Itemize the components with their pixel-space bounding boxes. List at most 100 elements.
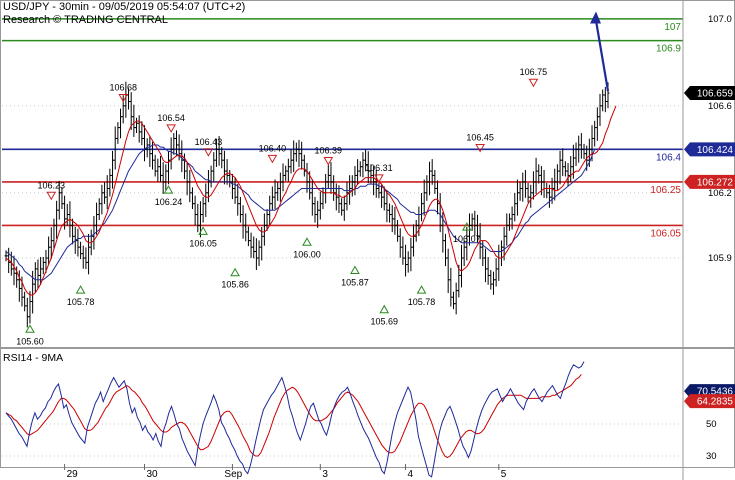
marker-label: 105.69: [370, 317, 398, 327]
price-bar: [537, 164, 541, 184]
price-bar: [529, 184, 533, 208]
marker-down: 106.39: [315, 145, 342, 166]
price-bar: [545, 183, 549, 199]
price-bar: [574, 142, 578, 167]
price-bar: [185, 161, 189, 196]
price-bar: [222, 150, 226, 185]
price-bar: [286, 158, 290, 182]
price-bar: [270, 186, 274, 211]
price-bar: [236, 183, 240, 216]
price-bar: [111, 150, 115, 189]
price-bar: [385, 190, 389, 223]
rsi-value-tag-text: 70.5436: [697, 387, 734, 398]
x-tick-label: 4: [408, 469, 414, 480]
price-bar: [486, 256, 490, 285]
up-triangle-icon: [379, 304, 390, 314]
price-bar: [507, 213, 511, 231]
price-bar: [531, 171, 535, 200]
price-bar: [172, 133, 176, 155]
marker-label: 106.05: [189, 238, 217, 248]
price-bar: [406, 251, 410, 273]
price-bar: [97, 198, 101, 220]
marker-label: 105.78: [67, 297, 95, 307]
up-triangle-icon: [230, 267, 240, 277]
projection-arrow: [590, 11, 610, 92]
price-bar: [553, 168, 557, 201]
price-bar: [526, 183, 530, 203]
level-tag: 106.272: [684, 174, 735, 189]
price-bar: [412, 224, 416, 257]
price-bar: [193, 195, 197, 226]
level-label: 106.4: [656, 152, 681, 163]
marker-label: 106.45: [466, 132, 494, 142]
price-bar: [23, 291, 27, 312]
x-tick-label: 3: [322, 469, 328, 480]
up-triangle-icon: [75, 285, 86, 294]
y-tick-label: 105.9: [708, 253, 732, 264]
price-bar: [212, 152, 216, 182]
price-bar: [470, 213, 474, 231]
price-bar: [119, 108, 123, 139]
price-bar: [174, 130, 178, 156]
price-bar: [166, 150, 170, 185]
price-bar: [436, 180, 440, 215]
marker-up: 105.78: [67, 285, 95, 307]
price-bar: [454, 282, 458, 315]
price-bar: [79, 241, 83, 260]
up-triangle-icon: [302, 237, 312, 246]
marker-label: 106.00: [293, 249, 321, 259]
price-bar: [76, 228, 80, 257]
level-label: 107: [664, 22, 681, 33]
marker-label: 105.87: [341, 278, 369, 288]
last-price-tag: 106.659: [684, 86, 735, 101]
projection-head: [590, 11, 601, 24]
price-bar: [409, 237, 413, 272]
marker-up: 106.07: [453, 222, 481, 244]
price-bar: [25, 297, 29, 328]
price-bar: [555, 164, 559, 190]
price-bar: [499, 240, 503, 267]
level-tag-text: 106.272: [697, 177, 734, 188]
price-bar: [361, 152, 365, 178]
chart-title: USD/JPY - 30min - 09/05/2019 05:54:07 (U…: [3, 1, 246, 13]
price-bar: [534, 157, 538, 194]
price-bar: [342, 195, 346, 221]
price-bar: [326, 164, 330, 189]
price-bar: [257, 240, 261, 267]
rsi-ma-value-tag-text: 64.2835: [697, 397, 734, 408]
marker-down: 106.75: [520, 67, 548, 88]
marker-label: 106.24: [155, 197, 183, 207]
marker-down: 106.31: [365, 163, 393, 183]
price-bar: [143, 125, 147, 162]
price-bar: [302, 154, 306, 177]
price-bar: [473, 210, 477, 237]
chart-source: Research © TRADING CENTRAL: [3, 14, 168, 26]
level-tag: 106.424: [684, 142, 735, 157]
price-bar: [428, 161, 432, 196]
price-bar: [595, 107, 599, 141]
price-bar: [515, 179, 519, 216]
price-bar: [348, 175, 352, 205]
price-bar: [135, 117, 139, 134]
up-triangle-icon: [198, 226, 208, 235]
price-bar: [489, 269, 493, 290]
level-tag-bg: [684, 142, 735, 157]
price-bar: [337, 185, 341, 214]
price-bar: [593, 120, 597, 147]
price-bar: [603, 86, 607, 113]
price-bar: [132, 104, 136, 137]
price-bar: [422, 179, 426, 216]
marker-label: 106.75: [520, 67, 548, 77]
price-bar: [201, 196, 205, 223]
price-bar: [310, 179, 314, 216]
price-bar: [579, 133, 583, 159]
marker-down: 106.54: [157, 113, 185, 133]
price-bar: [204, 183, 208, 217]
price-bar: [100, 184, 104, 215]
down-triangle-icon: [323, 156, 334, 166]
price-bar: [449, 267, 453, 307]
x-tick-label: Sep: [224, 469, 242, 480]
marker-label: 106.31: [365, 163, 393, 173]
price-bar: [36, 259, 40, 289]
